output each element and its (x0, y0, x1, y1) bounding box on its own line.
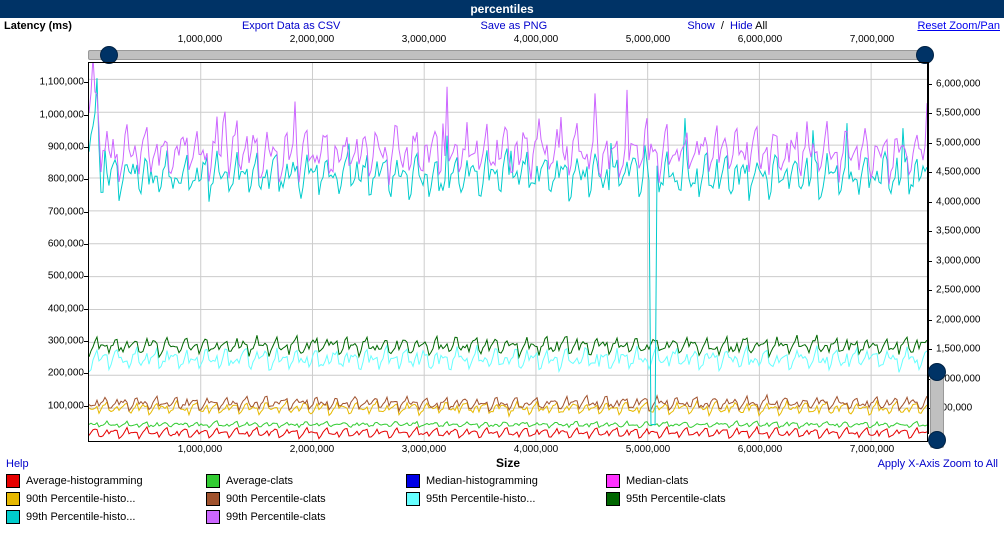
bottom-x-axis: 1,000,000 2,000,000 3,000,000 4,000,000 5,00… (88, 442, 928, 472)
x-axis-label: Size (88, 456, 928, 470)
legend-swatch (206, 510, 220, 524)
legend-swatch (206, 492, 220, 506)
legend-label: 95th Percentile-histo... (426, 493, 535, 505)
x-tick-label: 4,000,000 (514, 34, 559, 45)
hide-link[interactable]: Hide (730, 20, 753, 32)
y-tick-label-right: 3,000,000 (936, 255, 981, 266)
legend-swatch (406, 474, 420, 488)
legend: Average-histogramming Average-clats Median… (0, 470, 1004, 528)
x-range-slider[interactable] (88, 48, 928, 62)
legend-swatch (6, 492, 20, 506)
x-tick-label: 1,000,000 (178, 444, 223, 455)
x-tick-label: 7,000,000 (850, 444, 895, 455)
separator: / (721, 20, 724, 32)
y-tick-label: 1,000,000 (40, 109, 85, 120)
y-tick-label: 300,000 (48, 335, 84, 346)
x-tick-label: 1,000,000 (178, 34, 223, 45)
show-link[interactable]: Show (687, 20, 715, 32)
y-tick-label: 100,000 (48, 400, 84, 411)
y-tick-label-right: 6,000,000 (936, 78, 981, 89)
y-range-handle-bottom[interactable] (928, 431, 946, 449)
legend-item[interactable]: 99th Percentile-histo... (6, 510, 206, 524)
y-axis-left: 100,000 200,000 300,000 400,000 500,000 600,0… (0, 62, 88, 442)
legend-swatch (206, 474, 220, 488)
legend-item[interactable]: 95th Percentile-clats (606, 492, 806, 506)
x-tick-label: 5,000,000 (626, 34, 671, 45)
legend-label: 90th Percentile-clats (226, 493, 326, 505)
y-range-handle-top[interactable] (928, 363, 946, 381)
legend-item[interactable]: Average-clats (206, 474, 406, 488)
x-tick-label: 3,000,000 (402, 34, 447, 45)
legend-swatch (6, 474, 20, 488)
legend-label: 90th Percentile-histo... (26, 493, 135, 505)
toolbar: Latency (ms) Export Data as CSV Save as … (0, 18, 1004, 34)
legend-item[interactable]: 95th Percentile-histo... (406, 492, 606, 506)
top-x-axis: 1,000,000 2,000,000 3,000,000 4,000,000 5,00… (88, 34, 928, 62)
export-csv-link[interactable]: Export Data as CSV (242, 20, 340, 32)
x-tick-label: 6,000,000 (738, 444, 783, 455)
y-axis-label: Latency (ms) (4, 20, 72, 32)
x-tick-label: 3,000,000 (402, 444, 447, 455)
y-tick-label: 1,100,000 (40, 77, 85, 88)
plot-area[interactable] (88, 62, 928, 442)
legend-label: Median-histogramming (426, 475, 538, 487)
legend-item[interactable]: 99th Percentile-clats (206, 510, 406, 524)
range-track[interactable] (88, 50, 928, 60)
y-tick-label-right: 4,500,000 (936, 167, 981, 178)
legend-label: 99th Percentile-clats (226, 511, 326, 523)
legend-swatch (606, 474, 620, 488)
legend-label: Average-clats (226, 475, 293, 487)
legend-item[interactable]: 90th Percentile-clats (206, 492, 406, 506)
y-tick-label: 400,000 (48, 303, 84, 314)
y-tick-label-right: 4,000,000 (936, 196, 981, 207)
chart-title: percentiles (0, 0, 1004, 18)
legend-label: Median-clats (626, 475, 688, 487)
legend-item[interactable]: Median-histogramming (406, 474, 606, 488)
y-tick-label-right: 2,500,000 (936, 285, 981, 296)
chart-svg (89, 63, 927, 441)
legend-item[interactable]: 90th Percentile-histo... (6, 492, 206, 506)
y-tick-label: 500,000 (48, 271, 84, 282)
y-tick-label: 800,000 (48, 174, 84, 185)
reset-zoom-link[interactable]: Reset Zoom/Pan (917, 20, 1000, 32)
y-tick-label-right: 3,500,000 (936, 226, 981, 237)
legend-label: 95th Percentile-clats (626, 493, 726, 505)
legend-label: Average-histogramming (26, 475, 143, 487)
legend-item[interactable]: Average-histogramming (6, 474, 206, 488)
y-tick-label: 600,000 (48, 238, 84, 249)
y-tick-label: 200,000 (48, 368, 84, 379)
legend-item[interactable]: Median-clats (606, 474, 806, 488)
save-png-link[interactable]: Save as PNG (481, 20, 548, 32)
y-tick-label-right: 5,000,000 (936, 137, 981, 148)
legend-swatch (6, 510, 20, 524)
show-hide-mode: All (755, 20, 767, 32)
x-tick-label: 6,000,000 (738, 34, 783, 45)
legend-label: 99th Percentile-histo... (26, 511, 135, 523)
y-tick-label: 900,000 (48, 141, 84, 152)
x-tick-label: 7,000,000 (850, 34, 895, 45)
y-range-slider[interactable] (930, 370, 944, 448)
y-tick-label-right: 1,500,000 (936, 344, 981, 355)
legend-swatch (406, 492, 420, 506)
legend-swatch (606, 492, 620, 506)
x-tick-label: 4,000,000 (514, 444, 559, 455)
y-tick-label-right: 2,000,000 (936, 314, 981, 325)
y-tick-label-right: 5,500,000 (936, 108, 981, 119)
y-tick-label: 700,000 (48, 206, 84, 217)
help-link[interactable]: Help (6, 458, 29, 470)
x-tick-label: 5,000,000 (626, 444, 671, 455)
x-tick-label: 2,000,000 (290, 444, 335, 455)
x-tick-label: 2,000,000 (290, 34, 335, 45)
